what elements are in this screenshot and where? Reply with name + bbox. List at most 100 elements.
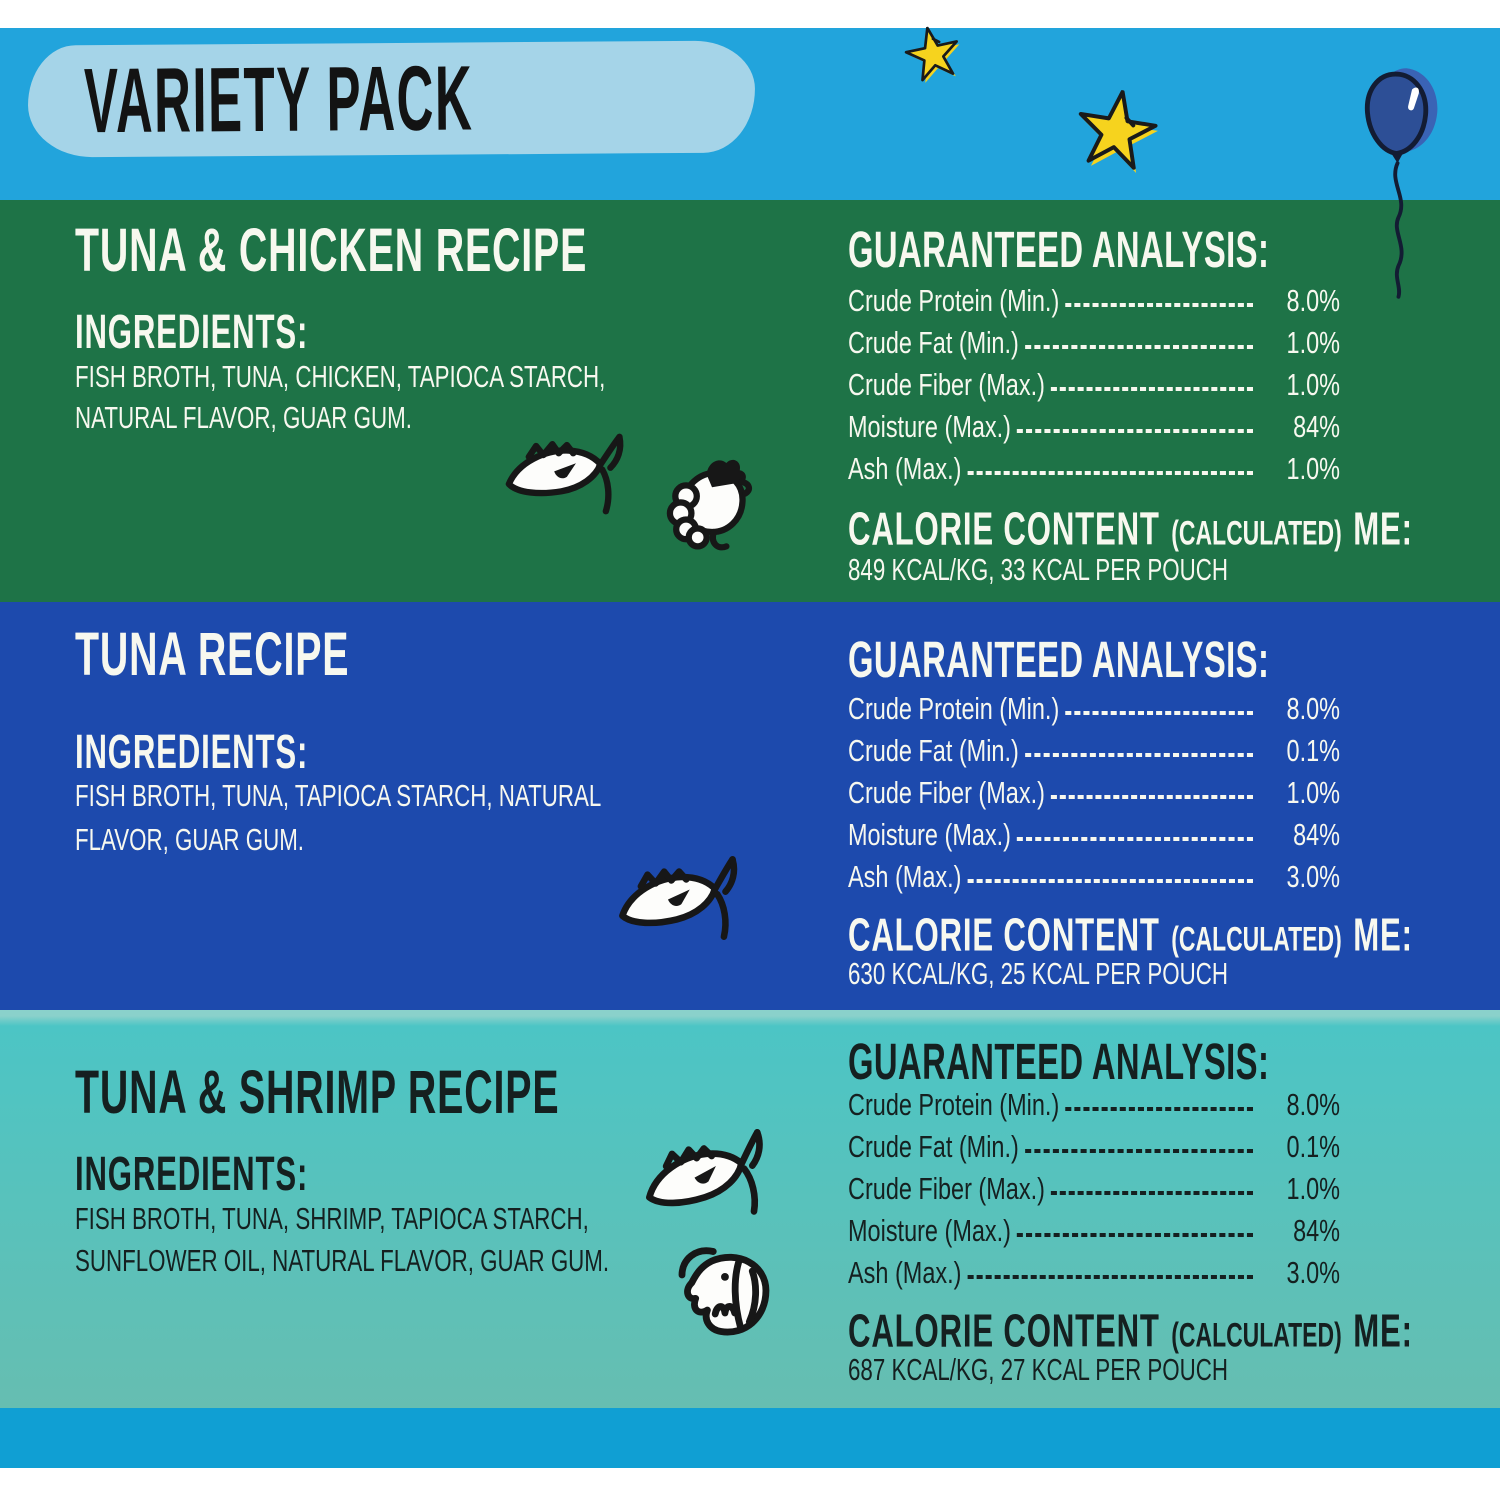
tuna-fish-icon bbox=[498, 420, 643, 530]
analysis-label: Crude Fat (Min.) bbox=[848, 325, 1019, 360]
analysis-table: Crude Protein (Min.) 8.0% Crude Fat (Min… bbox=[848, 1084, 1340, 1294]
ingredients-line: FISH BROTH, TUNA, CHICKEN, TAPIOCA STARC… bbox=[75, 359, 606, 394]
header-band: VARIETY PACK bbox=[0, 28, 1500, 200]
ingredients-text: FISH BROTH, TUNA, TAPIOCA STARCH, NATURA… bbox=[75, 774, 601, 862]
analysis-label: Ash (Max.) bbox=[848, 859, 962, 894]
calorie-note: (CALCULATED) bbox=[1171, 919, 1342, 958]
star-icon bbox=[1070, 84, 1166, 178]
analysis-label: Moisture (Max.) bbox=[848, 817, 1011, 852]
dashed-leader bbox=[1050, 387, 1253, 391]
analysis-value: 1.0% bbox=[1286, 1171, 1341, 1206]
analysis-table: Crude Protein (Min.) 8.0% Crude Fat (Min… bbox=[848, 688, 1340, 898]
section-title: TUNA & SHRIMP RECIPE bbox=[75, 1059, 560, 1128]
dashed-leader bbox=[1017, 837, 1253, 841]
dashed-leader bbox=[1017, 429, 1253, 433]
calorie-me: ME: bbox=[1353, 910, 1413, 962]
analysis-label: Moisture (Max.) bbox=[848, 409, 1011, 444]
analysis-value: 8.0% bbox=[1286, 1087, 1341, 1122]
analysis-label: Crude Fat (Min.) bbox=[848, 733, 1019, 768]
analysis-value: 84% bbox=[1293, 817, 1341, 852]
calorie-title: CALORIE CONTENT bbox=[848, 1306, 1160, 1358]
bottom-white-bar bbox=[0, 1468, 1500, 1500]
ingredients-line: FISH BROTH, TUNA, SHRIMP, TAPIOCA STARCH… bbox=[75, 1201, 589, 1236]
analysis-label: Crude Fat (Min.) bbox=[848, 1129, 1019, 1164]
analysis-label: Crude Protein (Min.) bbox=[848, 691, 1060, 726]
calorie-heading: CALORIE CONTENT (CALCULATED) ME: bbox=[848, 504, 1413, 556]
analysis-row: Crude Fat (Min.) 1.0% bbox=[848, 322, 1340, 364]
analysis-row: Moisture (Max.) 84% bbox=[848, 406, 1340, 448]
calorie-value: 849 KCAL/KG, 33 KCAL PER POUCH bbox=[848, 552, 1229, 587]
calorie-me: ME: bbox=[1353, 504, 1413, 556]
calorie-title: CALORIE CONTENT bbox=[848, 910, 1160, 962]
balloon-icon bbox=[1352, 64, 1444, 302]
ingredients-line: FISH BROTH, TUNA, TAPIOCA STARCH, NATURA… bbox=[75, 778, 602, 813]
calorie-note: (CALCULATED) bbox=[1171, 513, 1342, 552]
recipe-section-tuna-shrimp: TUNA & SHRIMP RECIPE INGREDIENTS: FISH B… bbox=[0, 1010, 1500, 1408]
analysis-row: Ash (Max.) 3.0% bbox=[848, 1252, 1340, 1294]
calorie-title: CALORIE CONTENT bbox=[848, 504, 1160, 556]
analysis-row: Crude Protein (Min.) 8.0% bbox=[848, 1084, 1340, 1126]
variety-pack-pill: VARIETY PACK bbox=[27, 40, 756, 158]
calorie-heading: CALORIE CONTENT (CALCULATED) ME: bbox=[848, 910, 1413, 962]
analysis-row: Crude Fiber (Max.) 1.0% bbox=[848, 1168, 1340, 1210]
footer-band bbox=[0, 1408, 1500, 1468]
analysis-row: Crude Fat (Min.) 0.1% bbox=[848, 730, 1340, 772]
tuna-fish-icon bbox=[629, 1112, 795, 1246]
analysis-row: Crude Protein (Min.) 8.0% bbox=[848, 280, 1340, 322]
analysis-row: Ash (Max.) 3.0% bbox=[848, 856, 1340, 898]
ingredients-heading: INGREDIENTS: bbox=[75, 1148, 309, 1202]
ingredients-text: FISH BROTH, TUNA, SHRIMP, TAPIOCA STARCH… bbox=[75, 1198, 609, 1282]
analysis-label: Crude Protein (Min.) bbox=[848, 283, 1060, 318]
dashed-leader bbox=[1024, 753, 1253, 757]
analysis-table: Crude Protein (Min.) 8.0% Crude Fat (Min… bbox=[848, 280, 1340, 490]
analysis-value: 3.0% bbox=[1286, 1255, 1341, 1290]
dashed-leader bbox=[967, 471, 1253, 475]
analysis-row: Crude Fat (Min.) 0.1% bbox=[848, 1126, 1340, 1168]
ingredients-line: NATURAL FLAVOR, GUAR GUM. bbox=[75, 400, 412, 435]
ingredients-line: FLAVOR, GUAR GUM. bbox=[75, 822, 305, 857]
analysis-row: Moisture (Max.) 84% bbox=[848, 1210, 1340, 1252]
dashed-leader bbox=[1024, 345, 1253, 349]
analysis-value: 1.0% bbox=[1286, 367, 1341, 402]
tuna-fish-icon bbox=[606, 841, 763, 963]
analysis-label: Crude Fiber (Max.) bbox=[848, 775, 1045, 810]
dashed-leader bbox=[1065, 303, 1253, 307]
analysis-label: Crude Fiber (Max.) bbox=[848, 1171, 1045, 1206]
dashed-leader bbox=[1065, 711, 1253, 715]
analysis-value: 1.0% bbox=[1286, 325, 1341, 360]
dashed-leader bbox=[1050, 1191, 1253, 1195]
analysis-value: 84% bbox=[1293, 1213, 1341, 1248]
shrimp-icon bbox=[664, 1232, 782, 1354]
dashed-leader bbox=[1065, 1107, 1253, 1111]
analysis-label: Ash (Max.) bbox=[848, 1255, 962, 1290]
recipe-section-tuna-chicken: TUNA & CHICKEN RECIPE INGREDIENTS: FISH … bbox=[0, 200, 1500, 602]
analysis-row: Crude Fiber (Max.) 1.0% bbox=[848, 364, 1340, 406]
calorie-me: ME: bbox=[1353, 1306, 1413, 1358]
calorie-note: (CALCULATED) bbox=[1171, 1315, 1342, 1354]
analysis-value: 0.1% bbox=[1286, 1129, 1341, 1164]
analysis-row: Ash (Max.) 1.0% bbox=[848, 448, 1340, 490]
analysis-heading: GUARANTEED ANALYSIS: bbox=[848, 632, 1270, 689]
analysis-heading: GUARANTEED ANALYSIS: bbox=[848, 222, 1270, 279]
analysis-value: 0.1% bbox=[1286, 733, 1341, 768]
dashed-leader bbox=[1050, 795, 1253, 799]
dashed-leader bbox=[967, 879, 1253, 883]
analysis-row: Crude Fiber (Max.) 1.0% bbox=[848, 772, 1340, 814]
analysis-value: 8.0% bbox=[1286, 691, 1341, 726]
dashed-leader bbox=[1024, 1149, 1253, 1153]
calorie-heading: CALORIE CONTENT (CALCULATED) ME: bbox=[848, 1306, 1413, 1358]
star-icon bbox=[900, 21, 968, 88]
analysis-value: 1.0% bbox=[1286, 775, 1341, 810]
ingredients-heading: INGREDIENTS: bbox=[75, 726, 309, 780]
chicken-icon bbox=[652, 446, 764, 558]
recipe-section-tuna: TUNA RECIPE INGREDIENTS: FISH BROTH, TUN… bbox=[0, 602, 1500, 1010]
analysis-row: Moisture (Max.) 84% bbox=[848, 814, 1340, 856]
ingredients-line: SUNFLOWER OIL, NATURAL FLAVOR, GUAR GUM. bbox=[75, 1243, 610, 1278]
analysis-label: Crude Protein (Min.) bbox=[848, 1087, 1060, 1122]
analysis-value: 84% bbox=[1293, 409, 1341, 444]
section-title: TUNA RECIPE bbox=[75, 621, 350, 690]
calorie-value: 630 KCAL/KG, 25 KCAL PER POUCH bbox=[848, 956, 1229, 991]
ingredients-text: FISH BROTH, TUNA, CHICKEN, TAPIOCA STARC… bbox=[75, 356, 605, 438]
analysis-heading: GUARANTEED ANALYSIS: bbox=[848, 1034, 1270, 1091]
